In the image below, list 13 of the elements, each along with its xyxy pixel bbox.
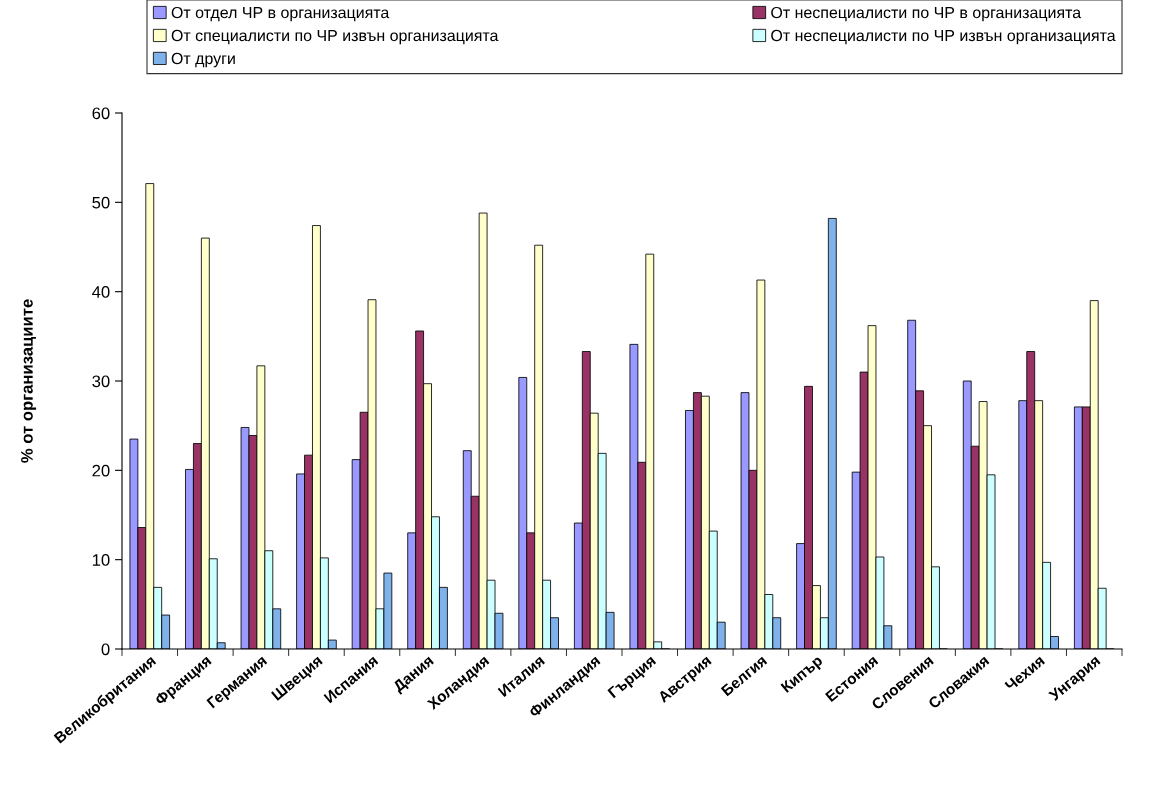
y-tick-label: 0 — [101, 643, 110, 656]
legend-label: От специалисти по ЧР извън организацията — [171, 29, 499, 45]
legend-label: От неспециалисти по ЧР в организацията — [771, 6, 1082, 22]
y-tick-label: 50 — [92, 196, 110, 209]
y-tick-label: 10 — [92, 554, 110, 566]
y-tick-label: 40 — [92, 286, 110, 298]
legend-label: От неспециалисти по ЧР извън организацията — [771, 29, 1116, 45]
y-axis-title: % от организациите — [21, 299, 37, 463]
y-tick-label: 30 — [92, 375, 110, 388]
legend-label: От отдел ЧР в организацията — [171, 6, 390, 22]
y-tick-label: 60 — [92, 107, 110, 120]
y-tick-label: 20 — [92, 464, 110, 477]
legend-label: От други — [171, 52, 235, 68]
